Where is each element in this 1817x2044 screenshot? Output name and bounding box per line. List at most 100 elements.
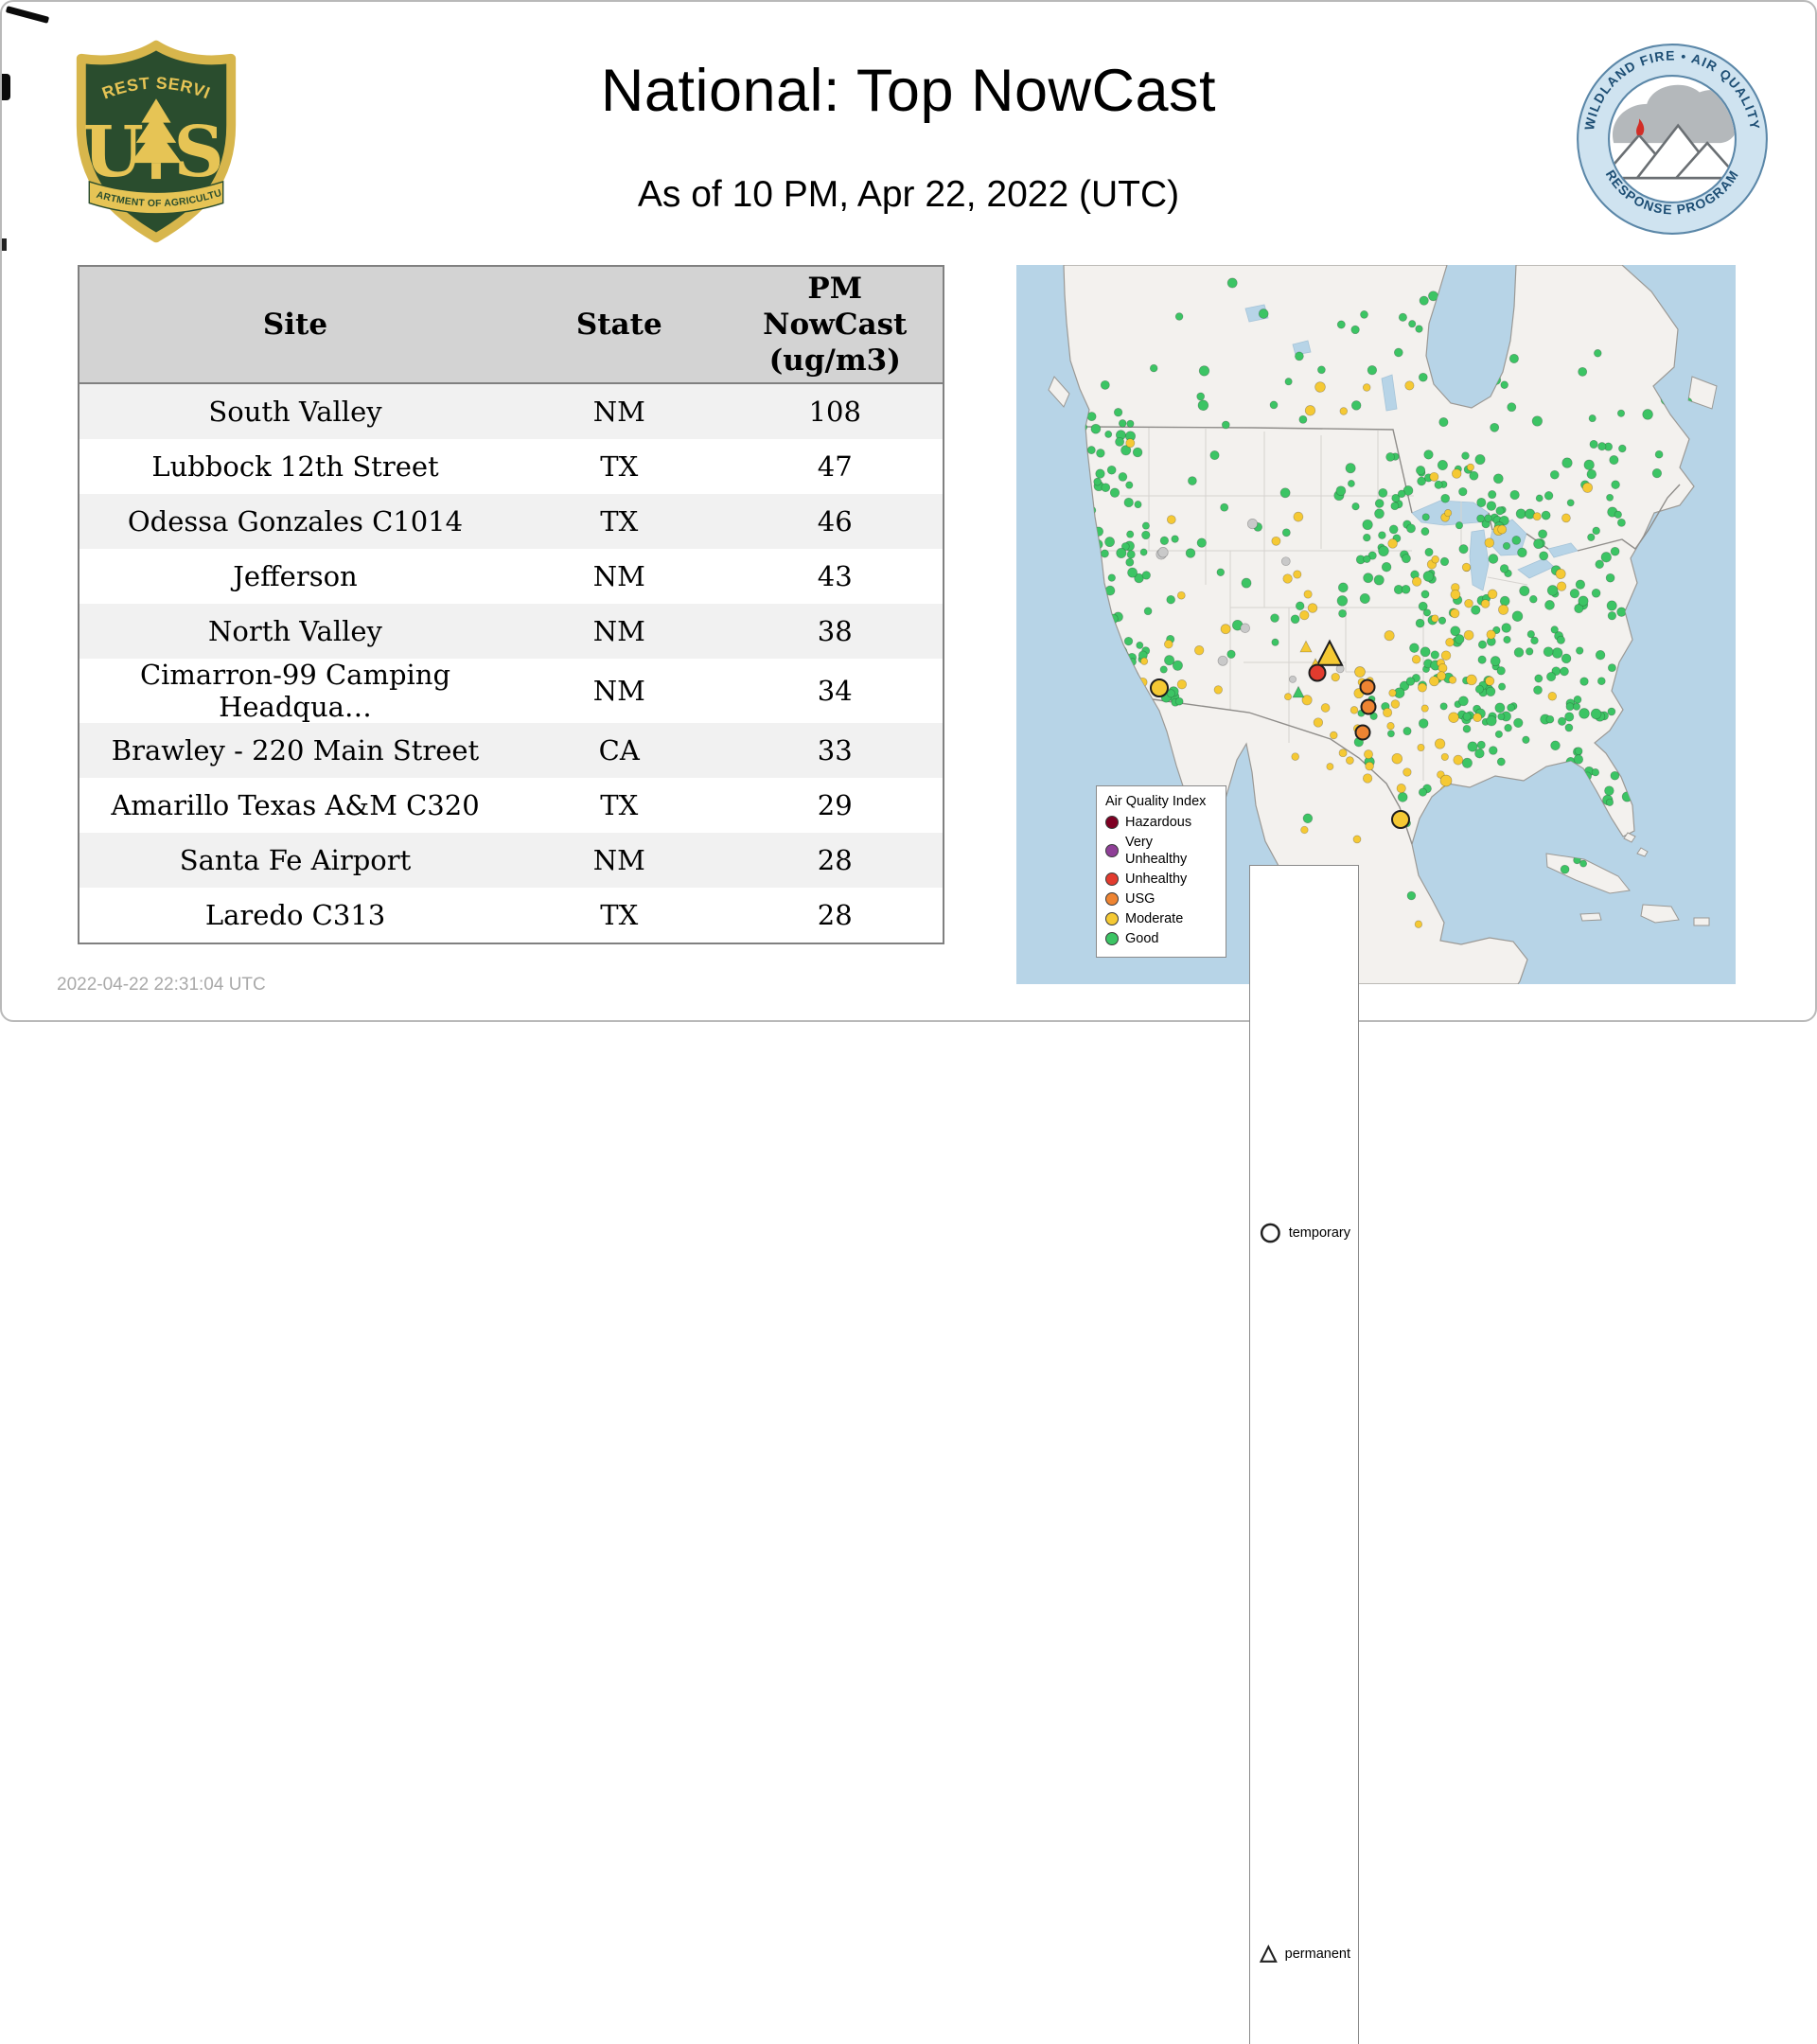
- state-cell: NM: [592, 615, 645, 647]
- station-dot: [1166, 689, 1175, 698]
- station-dot: [1448, 712, 1459, 723]
- state-cell: TX: [600, 789, 639, 821]
- station-dot: [1411, 576, 1422, 587]
- station-dot: [1397, 792, 1408, 802]
- station-dot: [1450, 589, 1461, 600]
- permanent-monitor-marker: [1292, 685, 1305, 698]
- station-dot: [1574, 603, 1584, 614]
- station-dot: [1314, 381, 1326, 393]
- station-dot: [1302, 813, 1314, 824]
- station-dot: [1217, 655, 1228, 666]
- station-dot: [1581, 482, 1594, 493]
- station-dot: [1496, 757, 1506, 766]
- station-dot: [1530, 636, 1539, 645]
- station-dot: [1141, 571, 1151, 580]
- table-row: Laredo C313 TX 28: [79, 888, 944, 943]
- country-borders: [1085, 426, 1681, 845]
- station-dot: [1159, 665, 1168, 674]
- station-dot: [1513, 647, 1525, 658]
- station-dot: [1293, 570, 1302, 579]
- station-dot: [1535, 494, 1544, 502]
- station-dot: [1350, 400, 1362, 411]
- value-cell: 47: [817, 450, 853, 483]
- station-dot: [1093, 477, 1103, 486]
- station-dot: [1345, 463, 1356, 474]
- station-dot: [1339, 407, 1349, 415]
- station-dot: [1422, 571, 1435, 582]
- station-dot: [1423, 449, 1434, 460]
- station-dot: [1616, 409, 1626, 417]
- station-dot: [1373, 574, 1385, 586]
- temporary-monitor-marker: [1354, 666, 1366, 678]
- station-dot: [1574, 747, 1583, 756]
- station-dot: [1402, 485, 1414, 496]
- legend-label: Very Unhealthy: [1125, 835, 1188, 867]
- station-dot: [1487, 589, 1498, 600]
- value-cell: 46: [817, 505, 853, 537]
- station-dot: [1367, 365, 1378, 376]
- station-dot: [1347, 480, 1355, 487]
- legend-item: permanent: [1258, 1595, 1350, 2044]
- station-dot: [1450, 626, 1461, 637]
- station-dot: [1418, 787, 1428, 797]
- station-dot: [1385, 452, 1395, 462]
- site-cell: Jefferson: [233, 560, 358, 592]
- station-dot: [1141, 530, 1151, 540]
- table-row: North Valley NM 38: [79, 604, 944, 659]
- station-dot: [1431, 614, 1439, 623]
- station-dot: [1486, 501, 1497, 511]
- legend-label: permanent: [1284, 1947, 1350, 1962]
- station-dot: [1480, 599, 1491, 608]
- station-dot: [1402, 767, 1412, 777]
- station-dot: [1544, 600, 1555, 610]
- nowcast-table-container: Site State PM NowCast (ug/m3) South Vall…: [78, 265, 944, 944]
- pm-header-line: (ug/m3): [768, 344, 901, 378]
- state-cell: NM: [592, 396, 645, 428]
- station-dot: [1401, 554, 1411, 564]
- station-dot: [1526, 630, 1535, 639]
- station-dot: [1350, 325, 1360, 335]
- station-dot: [1595, 649, 1606, 661]
- station-dot: [1384, 630, 1395, 642]
- station-dot: [1440, 752, 1449, 761]
- station-dot: [1418, 372, 1428, 382]
- table-row: Jefferson NM 43: [79, 549, 944, 604]
- station-dot: [1492, 473, 1504, 485]
- pm-header-line: NowCast: [763, 308, 908, 342]
- station-dot: [1560, 864, 1570, 874]
- island: [1545, 853, 1631, 894]
- station-dot: [1438, 616, 1447, 625]
- legend-item: Very Unhealthy: [1105, 834, 1217, 868]
- station-dot: [1499, 595, 1510, 607]
- station-dot: [1405, 677, 1416, 686]
- station-dot: [1280, 556, 1291, 567]
- station-dot: [1507, 402, 1517, 413]
- station-dot: [1317, 365, 1326, 375]
- station-dot: [1213, 685, 1223, 695]
- permanent-triangle-icon: [1259, 1944, 1278, 1963]
- station-dot: [1508, 353, 1519, 363]
- station-dot: [1386, 730, 1395, 738]
- station-dot: [1419, 295, 1429, 306]
- station-dot: [1509, 489, 1520, 501]
- flame-icon: [1636, 118, 1645, 135]
- station-dot: [1362, 383, 1371, 392]
- station-dot: [1279, 487, 1291, 499]
- station-dot: [1378, 531, 1386, 539]
- station-dot: [1503, 635, 1511, 644]
- aqi-legend-title: Air Quality Index: [1105, 794, 1207, 809]
- permanent-monitor-marker: [1299, 640, 1313, 653]
- station-dot: [1486, 686, 1496, 696]
- station-dot: [1544, 491, 1554, 501]
- station-dot: [1140, 657, 1149, 665]
- station-dot: [1607, 707, 1616, 716]
- station-dot: [1557, 716, 1567, 726]
- state-cell: TX: [600, 450, 639, 483]
- value-cell: 33: [817, 734, 853, 766]
- table-row: Cimarron-99 Camping Headqua… NM 34: [79, 659, 944, 723]
- station-dot: [1409, 643, 1420, 653]
- station-dot: [1578, 595, 1589, 607]
- station-dot: [1502, 541, 1511, 550]
- station-dot: [1116, 547, 1127, 558]
- station-dot: [1411, 655, 1421, 664]
